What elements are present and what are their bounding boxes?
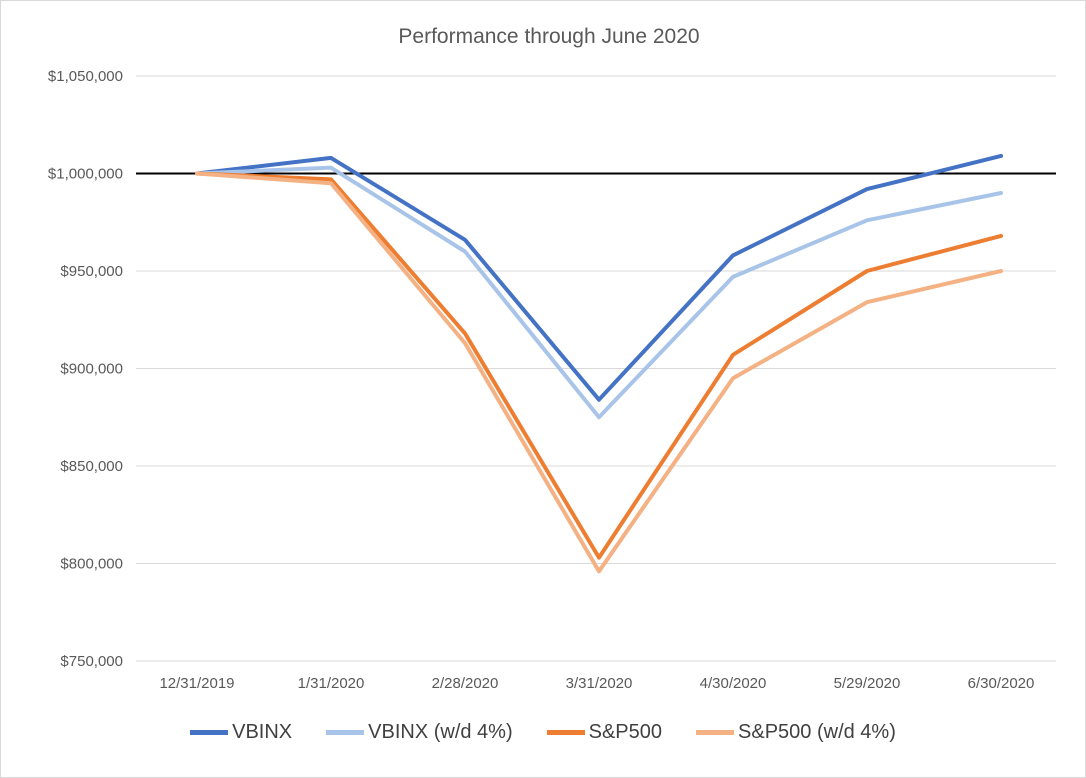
- x-tick-label: 4/30/2020: [700, 675, 767, 692]
- x-axis-labels: 12/31/2019 1/31/2020 2/28/2020 3/31/2020 4/3…: [159, 675, 1034, 692]
- series-line: [195, 165, 1003, 420]
- x-tick-label: 2/28/2020: [432, 675, 499, 692]
- series-line: [195, 153, 1003, 402]
- y-tick-label: $850,000: [60, 458, 123, 475]
- x-tick-label: 5/29/2020: [834, 675, 901, 692]
- legend-swatch: [326, 730, 365, 735]
- y-tick-label: $950,000: [60, 263, 123, 280]
- legend-swatch: [546, 730, 585, 735]
- y-tick-label: $1,000,000: [48, 166, 123, 183]
- series-lines: [195, 153, 1003, 574]
- legend-label: S&P500: [588, 721, 663, 743]
- y-tick-label: $1,050,000: [48, 68, 123, 85]
- y-axis-labels: $1,050,000 $1,000,000 $950,000 $900,000 $850…: [48, 68, 123, 670]
- x-tick-label: 12/31/2019: [159, 675, 234, 692]
- legend-swatch: [696, 730, 735, 735]
- legend-label: VBINX: [232, 721, 293, 743]
- legend-swatch: [190, 730, 229, 735]
- x-tick-label: 3/31/2020: [566, 675, 633, 692]
- legend-label: VBINX (w/d 4%): [368, 721, 513, 743]
- y-tick-label: $800,000: [60, 556, 123, 573]
- chart-title: Performance through June 2020: [398, 25, 699, 48]
- y-tick-label: $750,000: [60, 653, 123, 670]
- legend-item: S&P500: [546, 721, 663, 744]
- legend-item: VBINX (w/d 4%): [326, 721, 513, 744]
- legend-item: S&P500 (w/d 4%): [696, 721, 896, 744]
- legend: VBINX VBINX (w/d 4%) S&P500 S&P500 (w/d 4%): [1, 721, 1085, 744]
- legend-item: VBINX: [190, 721, 292, 744]
- x-tick-label: 1/31/2020: [298, 675, 365, 692]
- series-line: [195, 171, 1003, 560]
- x-tick-label: 6/30/2020: [968, 675, 1035, 692]
- series-line: [195, 171, 1003, 574]
- legend-label: S&P500 (w/d 4%): [738, 721, 896, 743]
- y-tick-label: $900,000: [60, 361, 123, 378]
